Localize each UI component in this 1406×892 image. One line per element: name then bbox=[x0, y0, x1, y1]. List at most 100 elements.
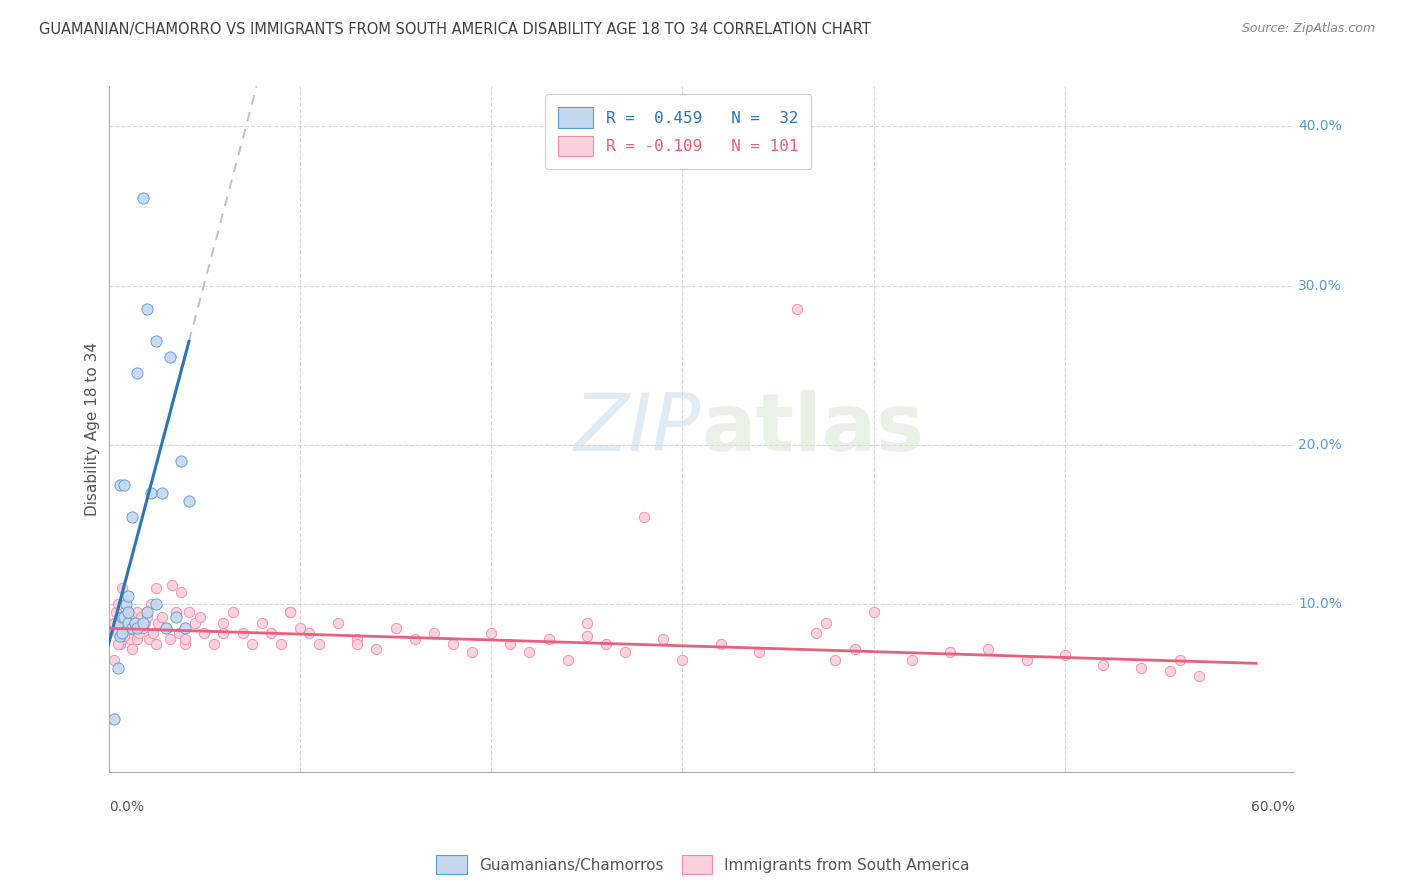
Point bbox=[423, 626, 446, 640]
Point bbox=[112, 621, 135, 635]
Point bbox=[117, 626, 139, 640]
Point bbox=[108, 610, 131, 624]
Y-axis label: Disability Age 18 to 34: Disability Age 18 to 34 bbox=[86, 342, 100, 516]
Point bbox=[240, 637, 263, 651]
Point bbox=[132, 191, 155, 205]
Point bbox=[170, 584, 193, 599]
Point bbox=[150, 610, 173, 624]
Point bbox=[1188, 669, 1211, 683]
Point bbox=[117, 590, 139, 604]
Point bbox=[112, 478, 135, 492]
Point bbox=[671, 653, 693, 667]
Point bbox=[1130, 661, 1153, 675]
Point bbox=[107, 637, 129, 651]
Point bbox=[170, 454, 193, 468]
Point bbox=[260, 626, 283, 640]
Point bbox=[366, 642, 388, 657]
Point bbox=[103, 616, 125, 631]
Point bbox=[499, 637, 522, 651]
Point bbox=[115, 598, 138, 612]
Point bbox=[108, 478, 131, 492]
Point bbox=[127, 366, 149, 380]
Point bbox=[824, 653, 846, 667]
Point bbox=[222, 605, 245, 619]
Point bbox=[108, 629, 131, 643]
Point bbox=[155, 621, 177, 635]
Point bbox=[135, 605, 157, 619]
Point bbox=[160, 578, 183, 592]
Point bbox=[135, 610, 157, 624]
Point bbox=[107, 626, 129, 640]
Point bbox=[461, 645, 484, 659]
Point bbox=[117, 605, 139, 619]
Point bbox=[575, 616, 598, 631]
Point bbox=[105, 605, 128, 619]
Point bbox=[212, 616, 235, 631]
Point bbox=[122, 621, 145, 635]
Point bbox=[115, 598, 138, 612]
Point bbox=[145, 582, 167, 596]
Point bbox=[145, 334, 167, 349]
Point bbox=[479, 626, 502, 640]
Point bbox=[145, 637, 167, 651]
Point bbox=[129, 610, 152, 624]
Point bbox=[710, 637, 733, 651]
Point bbox=[183, 616, 205, 631]
Text: Source: ZipAtlas.com: Source: ZipAtlas.com bbox=[1241, 22, 1375, 36]
Point bbox=[121, 610, 143, 624]
Point bbox=[165, 610, 187, 624]
Point bbox=[117, 616, 139, 631]
Point bbox=[127, 605, 149, 619]
Point bbox=[652, 632, 675, 647]
Point bbox=[132, 616, 155, 631]
Point bbox=[150, 485, 173, 500]
Point bbox=[112, 610, 135, 624]
Point bbox=[121, 642, 143, 657]
Point bbox=[537, 632, 560, 647]
Point bbox=[159, 351, 181, 365]
Point bbox=[135, 302, 157, 317]
Point bbox=[174, 632, 197, 647]
Text: GUAMANIAN/CHAMORRO VS IMMIGRANTS FROM SOUTH AMERICA DISABILITY AGE 18 TO 34 CORR: GUAMANIAN/CHAMORRO VS IMMIGRANTS FROM SO… bbox=[39, 22, 872, 37]
Point bbox=[103, 712, 125, 726]
Point bbox=[107, 661, 129, 675]
Point bbox=[326, 616, 349, 631]
Point bbox=[138, 632, 160, 647]
Point bbox=[862, 605, 884, 619]
Point bbox=[1015, 653, 1038, 667]
Point bbox=[1092, 657, 1115, 672]
Point bbox=[132, 621, 155, 635]
Point bbox=[134, 616, 156, 631]
Text: ZIP: ZIP bbox=[574, 390, 702, 468]
Point bbox=[270, 637, 292, 651]
Point bbox=[111, 626, 134, 640]
Point bbox=[127, 632, 149, 647]
Point bbox=[346, 632, 368, 647]
Point bbox=[288, 621, 311, 635]
Point bbox=[139, 598, 162, 612]
Point bbox=[1159, 665, 1181, 679]
Point bbox=[107, 598, 129, 612]
Point bbox=[111, 632, 134, 647]
Point bbox=[148, 616, 170, 631]
Text: atlas: atlas bbox=[702, 390, 925, 468]
Point bbox=[117, 605, 139, 619]
Point bbox=[139, 485, 162, 500]
Point bbox=[121, 509, 143, 524]
Point bbox=[231, 626, 253, 640]
Text: 20.0%: 20.0% bbox=[1298, 438, 1341, 452]
Point bbox=[124, 616, 146, 631]
Point bbox=[103, 653, 125, 667]
Point bbox=[132, 621, 155, 635]
Text: 10.0%: 10.0% bbox=[1298, 598, 1343, 611]
Legend: Guamanians/Chamorros, Immigrants from South America: Guamanians/Chamorros, Immigrants from So… bbox=[430, 849, 976, 880]
Legend: R =  0.459   N =  32, R = -0.109   N = 101: R = 0.459 N = 32, R = -0.109 N = 101 bbox=[544, 95, 811, 169]
Point bbox=[193, 626, 215, 640]
Point bbox=[519, 645, 541, 659]
Point bbox=[786, 302, 808, 317]
Point bbox=[1168, 653, 1191, 667]
Point bbox=[278, 605, 301, 619]
Text: 30.0%: 30.0% bbox=[1298, 278, 1341, 293]
Point bbox=[118, 632, 141, 647]
Point bbox=[128, 626, 150, 640]
